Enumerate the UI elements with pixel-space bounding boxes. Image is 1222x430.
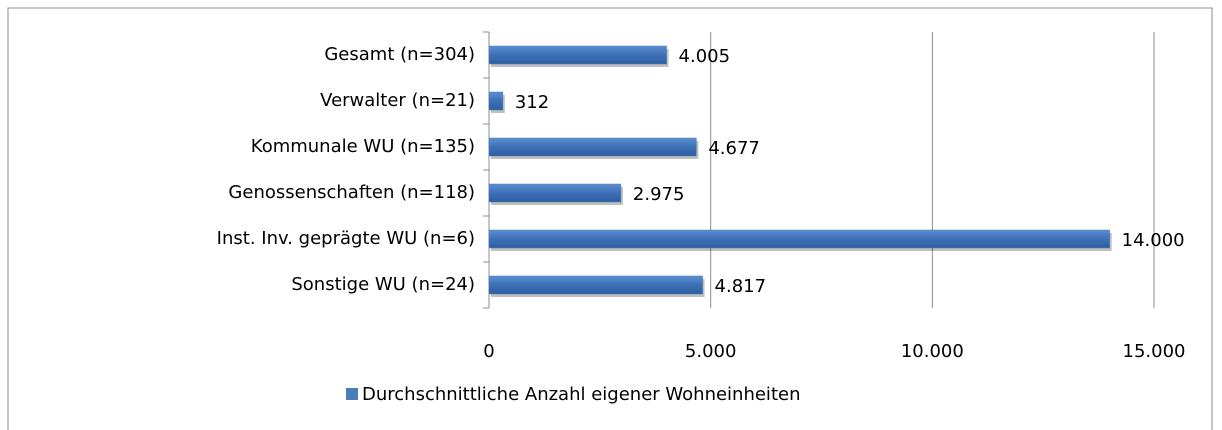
data-label: 4.005 <box>679 46 731 67</box>
chart-frame <box>7 7 1213 430</box>
y-tick-label: Sonstige WU (n=24) <box>291 274 475 295</box>
data-label: 4.677 <box>708 138 760 159</box>
data-label: 312 <box>515 92 549 113</box>
data-label: 14.000 <box>1122 230 1185 251</box>
bar <box>488 91 504 111</box>
x-tick-label: 10.000 <box>901 341 964 362</box>
data-label: 4.817 <box>715 276 767 297</box>
legend-swatch <box>346 388 358 400</box>
bar <box>488 229 1110 249</box>
y-tick-label: Verwalter (n=21) <box>320 90 475 111</box>
x-tick-label: 0 <box>483 341 494 362</box>
y-tick-label: Kommunale WU (n=135) <box>251 136 475 157</box>
y-tick-label: Gesamt (n=304) <box>324 44 475 65</box>
bar <box>488 45 667 65</box>
data-label: 2.975 <box>633 184 685 205</box>
bar <box>488 275 703 295</box>
x-tick-label: 5.000 <box>685 341 737 362</box>
bar <box>488 137 697 157</box>
legend-label: Durchschnittliche Anzahl eigener Wohnein… <box>362 384 800 405</box>
y-tick-label: Inst. Inv. geprägte WU (n=6) <box>217 228 475 249</box>
y-tick-label: Genossenschaften (n=118) <box>228 182 475 203</box>
x-tick-label: 15.000 <box>1123 341 1186 362</box>
bar <box>488 183 622 203</box>
